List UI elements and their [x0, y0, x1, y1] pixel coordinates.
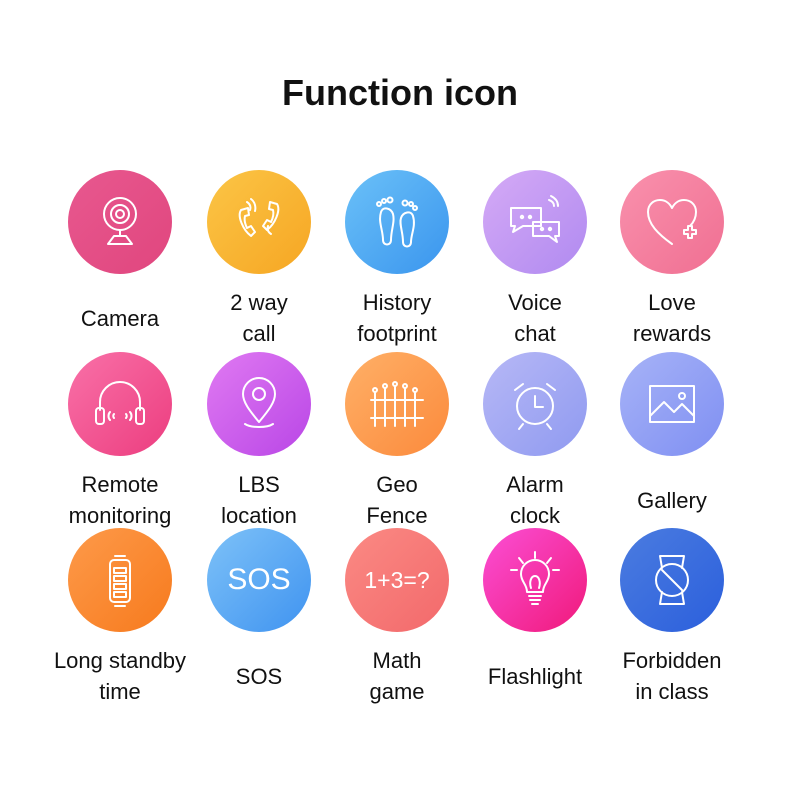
feature-item: 2 way call	[184, 170, 334, 350]
feature-label-line: time	[99, 679, 141, 704]
image-icon-glyph	[649, 385, 695, 423]
feature-label-line: call	[242, 321, 276, 346]
feature-label-line: Love	[648, 290, 696, 315]
feature-label-line: in class	[635, 679, 709, 704]
fence-icon-glyph	[370, 381, 424, 427]
feature-item: Forbidden in class	[597, 528, 747, 708]
feature-item: SOS SOS	[184, 528, 334, 708]
feature-label: Forbidden in class	[587, 644, 757, 708]
feature-label: 2 way call	[174, 286, 344, 350]
feature-item: Camera	[45, 170, 195, 350]
feature-label: SOS	[174, 644, 344, 708]
feature-label-line: rewards	[632, 321, 712, 346]
feature-label: LBS location	[174, 468, 344, 532]
feature-item: LBS location	[184, 352, 334, 532]
alarm-clock-icon	[483, 352, 587, 456]
feature-label-line: LBS	[238, 472, 280, 497]
feature-label-line: footprint	[357, 321, 437, 346]
feature-label-line: History	[362, 290, 432, 315]
lightbulb-icon-glyph	[510, 551, 560, 605]
feature-item: Voice chat	[460, 170, 610, 350]
headphones-icon	[68, 352, 172, 456]
heart-plus-icon-glyph	[647, 199, 697, 245]
feature-label-line: location	[221, 503, 297, 528]
feature-label: Math game	[312, 644, 482, 708]
feature-label-line: Long standby	[53, 648, 187, 673]
math-icon: 1+3=?	[345, 528, 449, 632]
feature-label-line: Camera	[80, 305, 160, 331]
feature-item: Love rewards	[597, 170, 747, 350]
feature-item: Flashlight	[460, 528, 610, 708]
feature-label-line: Geo	[376, 472, 418, 497]
feature-label: Voice chat	[450, 286, 620, 350]
feature-label: Geo Fence	[312, 468, 482, 532]
feature-label: Long standby time	[35, 644, 205, 708]
image-icon	[620, 352, 724, 456]
sos-icon: SOS	[207, 528, 311, 632]
feature-label-line: Alarm	[506, 472, 564, 497]
feature-label: Remote monitoring	[35, 468, 205, 532]
icon-text: SOS	[227, 563, 291, 596]
chat-bubbles-icon-glyph	[510, 195, 560, 243]
feature-label-line: Gallery	[637, 487, 707, 513]
footprint-icon	[345, 170, 449, 274]
feature-label-line: Flashlight	[487, 663, 583, 689]
feature-label-line: Remote	[81, 472, 159, 497]
heart-plus-icon	[620, 170, 724, 274]
webcam-icon	[68, 170, 172, 274]
feature-label: Alarm clock	[450, 468, 620, 532]
feature-label-line: 2 way	[230, 290, 288, 315]
location-pin-icon	[207, 352, 311, 456]
feature-item: 1+3=? Math game	[322, 528, 472, 708]
feature-label-line: game	[369, 679, 425, 704]
webcam-icon-glyph	[103, 197, 137, 245]
footprint-icon-glyph	[376, 196, 418, 248]
feature-label: Camera	[35, 286, 205, 350]
feature-label: History footprint	[312, 286, 482, 350]
icon-text: 1+3=?	[364, 566, 430, 593]
page-title: Function icon	[282, 72, 518, 113]
feature-label: Gallery	[587, 468, 757, 532]
feature-item: History footprint	[322, 170, 472, 350]
chat-bubbles-icon	[483, 170, 587, 274]
feature-label-line: Forbidden	[622, 648, 722, 673]
feature-label-line: chat	[514, 321, 556, 346]
fence-icon	[345, 352, 449, 456]
watch-forbidden-icon	[620, 528, 724, 632]
watch-forbidden-icon-glyph	[655, 555, 689, 605]
headphones-icon-glyph	[95, 381, 145, 425]
lightbulb-icon	[483, 528, 587, 632]
phone-call-icon-glyph	[238, 198, 280, 237]
feature-label: Love rewards	[587, 286, 757, 350]
alarm-clock-icon-glyph	[514, 383, 556, 430]
feature-label: Flashlight	[450, 644, 620, 708]
feature-item: Alarm clock	[460, 352, 610, 532]
phone-call-icon	[207, 170, 311, 274]
battery-icon	[68, 528, 172, 632]
feature-label-line: monitoring	[68, 503, 172, 528]
feature-label-line: clock	[509, 503, 561, 528]
feature-item: Remote monitoring	[45, 352, 195, 532]
feature-label-line: Fence	[366, 503, 428, 528]
feature-item: Long standby time	[45, 528, 195, 708]
feature-label-line: Voice	[508, 290, 562, 315]
feature-item: Gallery	[597, 352, 747, 532]
feature-label-line: Math	[372, 648, 422, 673]
feature-label-line: SOS	[235, 663, 283, 689]
feature-item: Geo Fence	[322, 352, 472, 532]
location-pin-icon-glyph	[242, 377, 276, 428]
battery-icon-glyph	[109, 555, 131, 607]
